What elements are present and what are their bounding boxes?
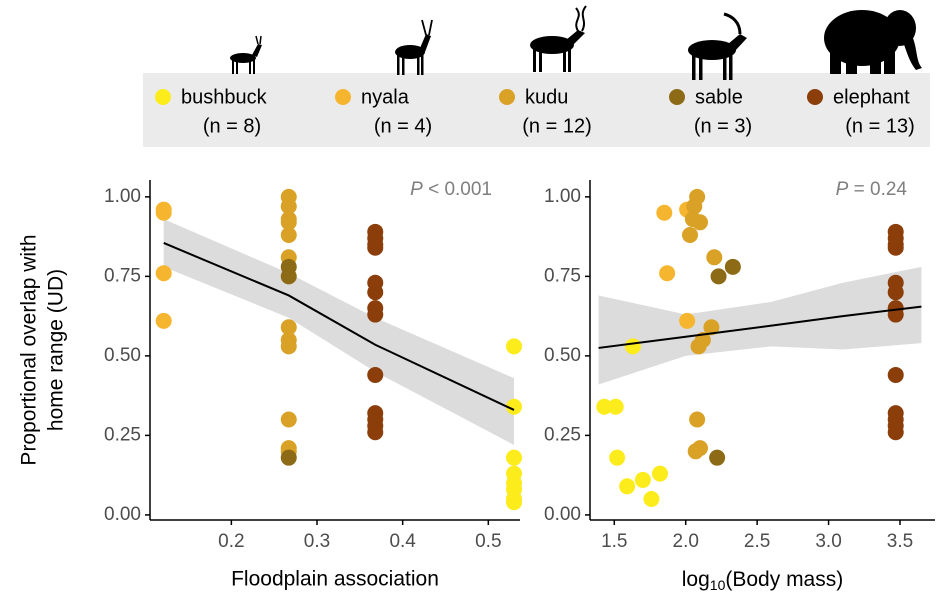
point xyxy=(156,205,172,221)
y-tick-label: 0.25 xyxy=(104,424,141,445)
point xyxy=(281,338,297,354)
point xyxy=(709,450,725,466)
point xyxy=(706,249,722,265)
point xyxy=(506,338,522,354)
y-tick-label: 0.00 xyxy=(104,504,141,525)
y-tick-label: 0.50 xyxy=(104,345,141,366)
x-tick-label: 2.5 xyxy=(744,531,770,552)
point xyxy=(367,240,383,256)
legend-label: elephant xyxy=(833,86,910,108)
x-title-rest: (Body mass) xyxy=(725,568,843,591)
confidence-band xyxy=(599,267,922,385)
x-title-sub: 10 xyxy=(710,577,726,593)
point xyxy=(506,450,522,466)
point xyxy=(281,268,297,284)
point xyxy=(659,265,675,281)
y-tick-label: 1.00 xyxy=(544,186,581,207)
legend-count: (n = 4) xyxy=(374,115,432,137)
legend-count: (n = 8) xyxy=(203,115,261,137)
point xyxy=(656,205,672,221)
x-title-base: log xyxy=(682,568,710,591)
x-tick-label: 0.5 xyxy=(475,531,501,552)
p-symbol: P xyxy=(410,179,423,200)
x-tick-label: 2.0 xyxy=(673,531,699,552)
p-symbol: P xyxy=(836,179,849,200)
x-tick-label: 0.3 xyxy=(304,531,330,552)
x-tick-label: 0.2 xyxy=(218,531,244,552)
x-axis-title: log10(Body mass) xyxy=(682,568,843,593)
point xyxy=(608,399,624,415)
elephant-icon xyxy=(824,10,922,74)
legend-marker xyxy=(335,89,351,105)
point xyxy=(652,466,668,482)
legend-count: (n = 12) xyxy=(522,115,591,137)
point xyxy=(888,424,904,440)
point xyxy=(367,284,383,300)
p-value: P < 0.001 xyxy=(410,179,492,200)
p-text: = 0.24 xyxy=(848,179,907,200)
point xyxy=(367,307,383,323)
point xyxy=(643,491,659,507)
legend-label: nyala xyxy=(361,86,410,108)
y-tick-label: 0.75 xyxy=(544,265,581,286)
y-tick-label: 0.00 xyxy=(544,504,581,525)
point xyxy=(888,284,904,300)
point xyxy=(725,259,741,275)
legend-label: sable xyxy=(695,86,743,108)
point xyxy=(688,443,704,459)
sable-icon xyxy=(688,14,747,80)
legend-marker xyxy=(807,89,823,105)
y-tick-label: 0.25 xyxy=(544,424,581,445)
point xyxy=(888,367,904,383)
x-tick-label: 0.4 xyxy=(389,531,416,552)
y-axis-title: Proportional overlap with xyxy=(18,234,41,465)
nyala-icon xyxy=(395,20,432,75)
point xyxy=(625,338,641,354)
bushbuck-icon xyxy=(230,36,262,74)
point xyxy=(888,240,904,256)
legend-count: (n = 3) xyxy=(694,115,752,137)
point xyxy=(156,265,172,281)
y-tick-label: 0.50 xyxy=(544,345,581,366)
legend-marker xyxy=(155,89,171,105)
point xyxy=(711,268,727,284)
y-axis-title: home range (UD) xyxy=(45,269,68,431)
point xyxy=(635,472,651,488)
point xyxy=(281,227,297,243)
x-axis-title: Floodplain association xyxy=(231,568,439,591)
x-tick-label: 3.0 xyxy=(815,531,841,552)
legend-marker xyxy=(669,89,685,105)
legend-label: kudu xyxy=(525,86,568,108)
point xyxy=(689,411,705,427)
point xyxy=(156,313,172,329)
point xyxy=(367,424,383,440)
point xyxy=(682,227,698,243)
kudu-icon xyxy=(530,6,586,72)
point xyxy=(691,338,707,354)
legend-count: (n = 13) xyxy=(845,115,914,137)
point xyxy=(281,411,297,427)
p-value: P = 0.24 xyxy=(836,179,908,200)
y-tick-label: 1.00 xyxy=(104,186,141,207)
chart: Proportional overlap with home range (UD… xyxy=(0,0,940,603)
legend-marker xyxy=(499,89,515,105)
point xyxy=(367,367,383,383)
x-tick-label: 1.5 xyxy=(601,531,627,552)
legend-label: bushbuck xyxy=(181,86,268,108)
point xyxy=(692,214,708,230)
confidence-band xyxy=(164,219,514,445)
p-text: < 0.001 xyxy=(423,179,492,200)
point xyxy=(506,494,522,510)
point xyxy=(609,450,625,466)
y-tick-label: 0.75 xyxy=(104,265,141,286)
point xyxy=(281,450,297,466)
x-tick-label: 3.5 xyxy=(887,531,913,552)
point xyxy=(619,478,635,494)
point xyxy=(679,313,695,329)
